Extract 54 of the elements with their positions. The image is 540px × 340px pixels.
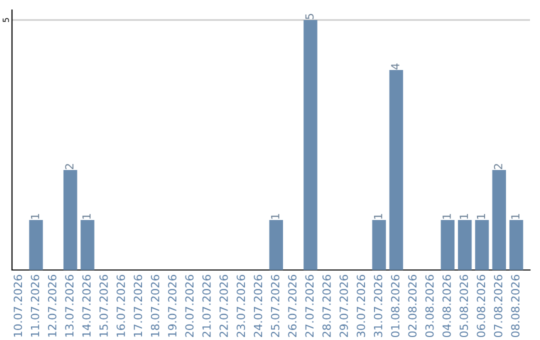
x-tick-label: 03.08.2026	[425, 274, 434, 338]
x-tick-label: 16.07.2026	[116, 274, 125, 337]
x-tick-label: 04.08.2026	[442, 274, 451, 338]
x-tick-label: 30.07.2026	[356, 274, 366, 337]
bar	[372, 220, 386, 270]
bar	[389, 70, 404, 270]
bar	[29, 220, 43, 270]
data-label: 1	[476, 214, 486, 219]
bar	[269, 220, 284, 270]
data-label: 4	[391, 64, 400, 70]
data-label: 1	[271, 214, 280, 219]
x-tick-label: 01.08.2026	[391, 274, 400, 338]
data-label: 2	[494, 164, 502, 170]
bar	[440, 220, 455, 270]
data-label: 1	[442, 214, 451, 219]
data-label: 1	[82, 214, 91, 219]
x-tick-label: 10.07.2026	[14, 274, 22, 337]
x-tick-label: 23.07.2026	[236, 274, 246, 337]
x-tick-label: 19.07.2026	[168, 274, 176, 337]
x-tick-label: 08.08.2026	[511, 274, 520, 338]
x-tick-label: 13.07.2026	[65, 274, 74, 337]
x-tick-label: 25.07.2026	[270, 274, 280, 337]
x-tick-label: 06.08.2026	[476, 274, 486, 338]
x-tick-label: 24.07.2026	[254, 274, 262, 337]
x-tick-label: 14.07.2026	[82, 274, 91, 337]
bar	[458, 220, 472, 270]
bar	[475, 220, 489, 270]
x-tick-label: 21.07.2026	[202, 274, 211, 337]
bar	[492, 170, 506, 270]
x-tick-label: 29.07.2026	[340, 274, 348, 337]
x-tick-label: 28.07.2026	[322, 274, 331, 337]
x-tick-label: 05.08.2026	[460, 274, 468, 338]
bar	[304, 20, 318, 270]
bar	[80, 220, 94, 270]
data-label: 1	[374, 214, 382, 219]
x-tick-label: 17.07.2026	[134, 274, 142, 337]
bar	[63, 170, 78, 270]
x-tick-label: 22.07.2026	[220, 274, 228, 337]
x-tick-label: 15.07.2026	[99, 274, 108, 337]
x-tick-label: 02.08.2026	[408, 274, 417, 338]
x-tick-label: 18.07.2026	[150, 274, 160, 337]
x-tick-label: 07.08.2026	[494, 274, 502, 338]
bar	[509, 220, 524, 270]
data-label: 1	[511, 214, 520, 219]
x-tick-label: 20.07.2026	[185, 274, 194, 337]
data-label: 1	[30, 214, 40, 219]
data-label: 1	[460, 214, 468, 219]
data-label: 5	[305, 14, 314, 20]
x-tick-label: 31.07.2026	[374, 274, 382, 337]
data-label: 2	[65, 164, 74, 170]
x-tick-label: 26.07.2026	[288, 274, 297, 337]
x-tick-label: 11.07.2026	[30, 274, 40, 337]
x-tick-label: 12.07.2026	[48, 274, 56, 337]
x-tick-label: 27.07.2026	[305, 274, 314, 337]
